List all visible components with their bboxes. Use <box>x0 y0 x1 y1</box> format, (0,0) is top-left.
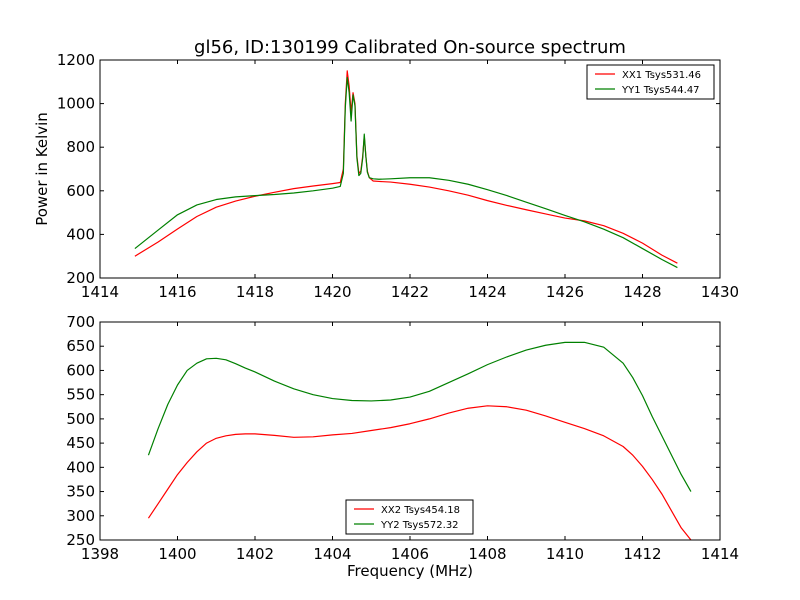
bottom-y-tick-label: 350 <box>66 483 95 501</box>
top-x-tick-label: 1418 <box>236 283 274 301</box>
bottom-legend: XX2 Tsys454.18 YY2 Tsys572.32 <box>345 499 474 535</box>
bottom-legend-box <box>345 499 474 535</box>
top-legend-label: XX1 Tsys531.46 <box>622 70 701 81</box>
bottom-y-tick-label: 550 <box>66 386 95 404</box>
bottom-x-tick-label: 1406 <box>391 545 429 563</box>
bottom-y-tick-label: 450 <box>66 434 95 452</box>
bottom-y-tick-label: 600 <box>66 361 95 379</box>
bottom-legend-label: YY2 Tsys572.32 <box>380 520 459 531</box>
figure-title: gl56, ID:130199 Calibrated On-source spe… <box>194 37 626 58</box>
bottom-x-axis-title: Frequency (MHz) <box>347 562 473 580</box>
top-x-tick-label: 1430 <box>701 283 739 301</box>
top-x-tick-label: 1420 <box>313 283 351 301</box>
top-x-tick-label: 1416 <box>158 283 196 301</box>
bottom-y-tick-label: 500 <box>66 410 95 428</box>
top-legend-label: YY1 Tsys544.47 <box>621 85 700 96</box>
bottom-x-tick-label: 1408 <box>468 545 506 563</box>
top-plot: 1414 1416 1418 1420 1422 1424 1426 1428 1430 200 4… <box>33 51 739 301</box>
bottom-series-line-1 <box>147 405 692 540</box>
bottom-y-tick-label: 250 <box>66 531 95 549</box>
top-series-line-2 <box>134 76 678 269</box>
top-x-tick-label: 1422 <box>391 283 429 301</box>
top-x-tick-label: 1414 <box>81 283 119 301</box>
bottom-x-tick-label: 1404 <box>313 545 351 563</box>
bottom-x-tick-label: 1398 <box>81 545 119 563</box>
top-y-tick-label: 200 <box>66 269 95 287</box>
top-y-tick-label: 1200 <box>57 51 95 69</box>
bottom-series-line-2 <box>147 341 692 492</box>
bottom-plot: 1398 1400 1402 1404 1406 1408 1410 1412 1414 250 3… <box>66 313 739 580</box>
top-y-axis-title: Power in Kelvin <box>33 112 51 226</box>
bottom-legend-label: XX2 Tsys454.18 <box>381 505 460 516</box>
top-legend: XX1 Tsys531.46 YY1 Tsys544.47 <box>586 64 715 100</box>
bottom-x-tick-label: 1414 <box>701 545 739 563</box>
top-legend-box <box>586 64 715 100</box>
top-x-tick-label: 1424 <box>468 283 506 301</box>
bottom-x-tick-label: 1400 <box>158 545 196 563</box>
top-y-tick-label: 400 <box>66 225 95 243</box>
bottom-x-tick-label: 1402 <box>236 545 274 563</box>
top-y-tick-label: 800 <box>66 138 95 156</box>
top-x-tick-label: 1426 <box>546 283 584 301</box>
top-x-tick-label: 1428 <box>623 283 661 301</box>
bottom-x-tick-label: 1410 <box>546 545 584 563</box>
bottom-x-tick-label: 1412 <box>623 545 661 563</box>
bottom-y-tick-label: 700 <box>66 313 95 331</box>
bottom-y-tick-label: 400 <box>66 458 95 476</box>
bottom-y-tick-label: 300 <box>66 507 95 525</box>
top-y-tick-label: 600 <box>66 182 95 200</box>
top-y-tick-label: 1000 <box>57 95 95 113</box>
bottom-y-tick-label: 650 <box>66 337 95 355</box>
